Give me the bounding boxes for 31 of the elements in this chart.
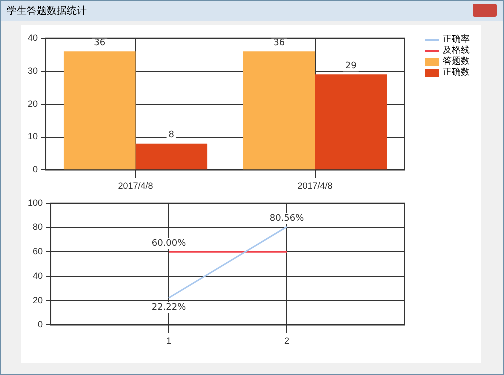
- legend-label: 及格线: [443, 44, 470, 56]
- data-label: 29: [345, 61, 358, 72]
- bar: [243, 52, 316, 170]
- legend-label: 正确数: [443, 66, 470, 79]
- y-tick-label: 20: [28, 98, 38, 109]
- y-tick-label: 80: [33, 222, 44, 232]
- data-label: 22.22%: [152, 302, 187, 313]
- chart-title: 学生答题数据统计: [7, 4, 87, 18]
- x-tick-label: 2: [284, 336, 290, 346]
- y-tick-label: 60: [33, 246, 44, 257]
- data-label: 80.56%: [270, 214, 305, 224]
- y-tick-label: 10: [28, 132, 38, 142]
- bar: [136, 144, 208, 170]
- data-label: 36: [274, 38, 286, 48]
- y-tick-label: 0: [38, 320, 44, 330]
- data-label: 60.00%: [152, 238, 187, 249]
- data-label: 8: [168, 130, 175, 141]
- x-tick-label: 2017/4/8: [118, 181, 154, 192]
- y-tick-label: 30: [28, 66, 38, 76]
- y-tick-label: 40: [33, 270, 44, 281]
- y-tick-label: 100: [28, 198, 44, 208]
- y-tick-label: 20: [33, 295, 44, 306]
- legend-label: 正确率: [443, 34, 470, 46]
- y-tick-label: 0: [32, 164, 38, 175]
- x-tick-label: 1: [166, 336, 172, 346]
- legend-label: 答题数: [443, 56, 470, 68]
- x-tick-label: 2017/4/8: [298, 181, 333, 192]
- data-label: 36: [94, 38, 106, 48]
- y-tick-label: 40: [28, 32, 38, 43]
- bar: [315, 74, 388, 170]
- bar: [64, 52, 136, 170]
